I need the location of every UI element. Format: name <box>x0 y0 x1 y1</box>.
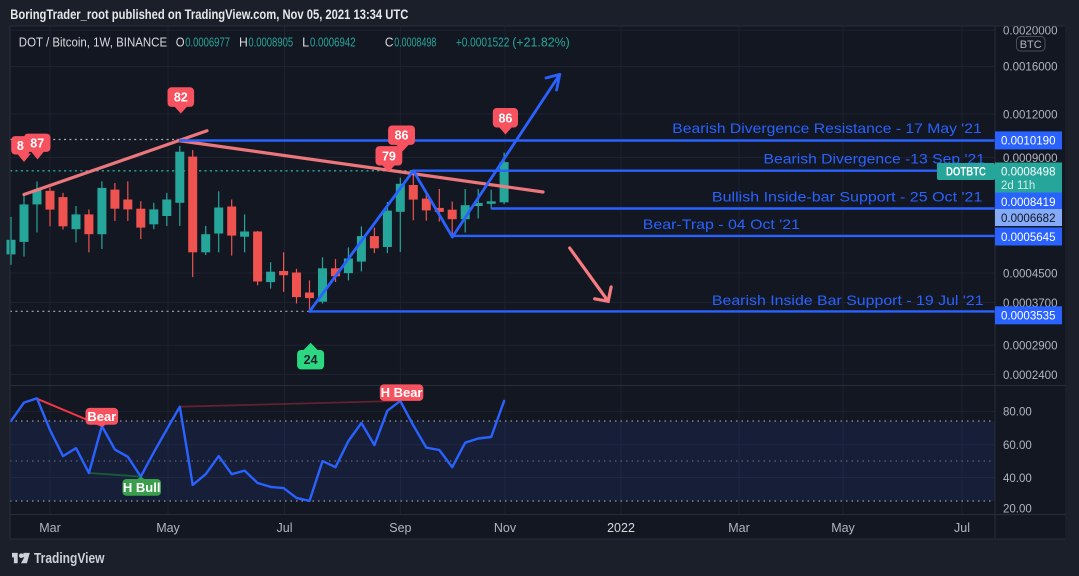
svg-text:DOT / Bitcoin, 1W, BINANCE: DOT / Bitcoin, 1W, BINANCE <box>19 35 167 49</box>
svg-text:0.0020000: 0.0020000 <box>1003 26 1058 38</box>
svg-text:(+21.82%): (+21.82%) <box>512 35 569 49</box>
svg-text:BoringTrader_root published on: BoringTrader_root published on TradingVi… <box>10 6 408 22</box>
svg-text:0.0002400: 0.0002400 <box>1003 370 1058 382</box>
svg-text:Bearish Divergence Resistance: Bearish Divergence Resistance - 17 May '… <box>672 120 982 136</box>
svg-text:May: May <box>156 521 180 535</box>
svg-text:82: 82 <box>174 91 188 105</box>
svg-text:0.0012000: 0.0012000 <box>1003 109 1058 121</box>
svg-text:Mar: Mar <box>728 521 750 535</box>
svg-text:H Bear: H Bear <box>381 385 423 400</box>
svg-text:0.0006682: 0.0006682 <box>1001 213 1056 225</box>
svg-text:H Bull: H Bull <box>123 480 161 495</box>
svg-text:Sep: Sep <box>389 521 411 535</box>
svg-text:0.0003535: 0.0003535 <box>1001 311 1056 323</box>
svg-text:0.0008498: 0.0008498 <box>394 35 436 49</box>
svg-text:0.0009000: 0.0009000 <box>1003 153 1058 165</box>
svg-text:0.0004500: 0.0004500 <box>1003 268 1058 280</box>
svg-text:L: L <box>302 35 309 49</box>
svg-text:O: O <box>176 35 185 49</box>
svg-text:79: 79 <box>382 149 396 163</box>
svg-text:20.00: 20.00 <box>1003 503 1032 515</box>
svg-text:Bear-Trap - 04 Oct '21: Bear-Trap - 04 Oct '21 <box>643 216 800 232</box>
svg-text:Bear: Bear <box>87 409 116 424</box>
svg-text:0.0010190: 0.0010190 <box>1001 136 1056 148</box>
svg-text:DOTBTC: DOTBTC <box>946 167 986 179</box>
svg-text:2022: 2022 <box>607 521 635 535</box>
svg-text:87: 87 <box>30 136 44 150</box>
svg-text:May: May <box>831 521 855 535</box>
svg-text:Bearish Divergence -13 Sep '21: Bearish Divergence -13 Sep '21 <box>764 150 986 166</box>
svg-text:Nov: Nov <box>494 521 517 535</box>
svg-text:0.0002900: 0.0002900 <box>1003 340 1058 352</box>
svg-text:2d 11h: 2d 11h <box>1001 180 1035 192</box>
svg-text:Mar: Mar <box>39 521 61 535</box>
svg-text:Bullish Inside-bar Support - 2: Bullish Inside-bar Support - 25 Oct '21 <box>712 188 983 204</box>
svg-text:8: 8 <box>17 139 24 153</box>
svg-text:Jul: Jul <box>954 521 970 535</box>
svg-text:0.0006942: 0.0006942 <box>310 35 356 49</box>
svg-text:0.0008419: 0.0008419 <box>1001 197 1056 209</box>
svg-text:+0.0001522: +0.0001522 <box>456 35 510 49</box>
svg-text:0.0008498: 0.0008498 <box>1001 166 1056 178</box>
svg-text:0.0006977: 0.0006977 <box>185 35 230 49</box>
svg-text:80.00: 80.00 <box>1003 407 1032 419</box>
svg-text:C: C <box>385 35 394 49</box>
svg-text:0.0005645: 0.0005645 <box>1001 232 1056 244</box>
svg-text:40.00: 40.00 <box>1003 473 1032 485</box>
svg-text:0.0008905: 0.0008905 <box>248 35 293 49</box>
svg-text:Jul: Jul <box>277 521 293 535</box>
svg-text:60.00: 60.00 <box>1003 440 1032 452</box>
svg-text:86: 86 <box>395 129 409 143</box>
svg-text:TradingView: TradingView <box>34 551 105 567</box>
svg-text:Bearish Inside Bar Support - 1: Bearish Inside Bar Support - 19 Jul '21 <box>712 292 984 308</box>
svg-text:H: H <box>239 35 248 49</box>
svg-text:24: 24 <box>304 353 318 367</box>
svg-text:BTC: BTC <box>1020 39 1042 51</box>
svg-text:0.0016000: 0.0016000 <box>1003 61 1058 73</box>
svg-text:86: 86 <box>498 111 512 125</box>
